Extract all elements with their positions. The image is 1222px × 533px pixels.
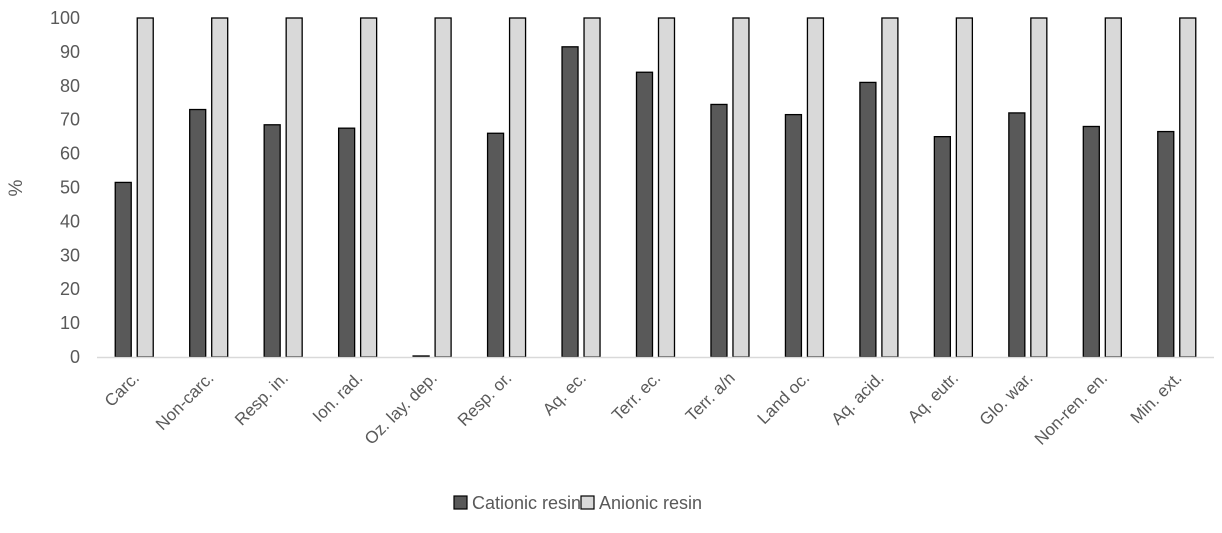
y-tick-label: 40 <box>60 211 80 231</box>
x-tick-label: Resp. or. <box>454 368 516 430</box>
bar-cationic <box>859 81 877 358</box>
x-tick-label: Aq. eutr. <box>904 368 962 426</box>
bar-anionic <box>1104 17 1122 358</box>
bar-anionic <box>136 17 154 358</box>
y-tick-label: 60 <box>60 144 80 164</box>
legend-item-anionic: Anionic resin <box>580 493 702 513</box>
bars <box>114 17 1197 358</box>
bar-anionic <box>1030 17 1048 358</box>
bar-anionic <box>806 17 825 358</box>
legend-swatch <box>453 495 468 510</box>
bar-cationic <box>114 181 132 358</box>
y-tick-label: 70 <box>60 110 80 130</box>
x-tick-label: Non-carc. <box>152 368 218 434</box>
y-tick-label: 30 <box>60 245 80 265</box>
y-axis-ticks: 0 10 20 30 40 50 60 70 80 90 100 <box>50 8 80 367</box>
bar-anionic <box>732 17 750 358</box>
bar-anionic <box>285 17 303 358</box>
bar-anionic <box>955 17 974 358</box>
x-tick-label: Terr. ec. <box>608 368 664 424</box>
bar-cationic <box>784 113 803 358</box>
legend-item-cationic: Cationic resin <box>453 493 581 513</box>
bar-cationic <box>1008 112 1026 358</box>
legend-swatch <box>580 495 595 510</box>
bar-anionic <box>508 17 527 358</box>
bar-cationic <box>486 132 505 358</box>
bar-cationic <box>1082 125 1100 358</box>
y-tick-label: 10 <box>60 313 80 333</box>
y-tick-label: 90 <box>60 42 80 62</box>
y-tick-label: 100 <box>50 8 80 28</box>
legend: Cationic resin Anionic resin <box>453 493 702 513</box>
x-tick-label: Oz. lay. dep. <box>361 368 441 448</box>
y-tick-label: 80 <box>60 76 80 96</box>
bar-cationic <box>710 103 728 358</box>
x-tick-label: Resp. in. <box>231 368 292 429</box>
x-tick-label: Glo. war. <box>976 368 1037 429</box>
x-tick-label: Min. ext. <box>1127 368 1186 427</box>
bar-anionic <box>583 17 601 358</box>
bar-anionic <box>211 17 229 358</box>
bar-anionic <box>881 17 899 358</box>
y-axis-label: % <box>6 179 27 196</box>
legend-label: Cationic resin <box>472 493 581 513</box>
x-tick-label: Ion. rad. <box>309 368 367 426</box>
bar-anionic <box>1179 17 1197 358</box>
bar-cationic <box>337 127 356 358</box>
bar-cationic <box>263 124 281 358</box>
bar-cationic <box>933 135 952 358</box>
x-tick-label: Terr. a/n <box>682 368 739 425</box>
x-tick-label: Aq. acid. <box>828 368 888 428</box>
x-tick-label: Non-ren. en. <box>1031 368 1111 448</box>
bar-anionic <box>359 17 378 358</box>
y-tick-label: 0 <box>70 347 80 367</box>
bar-cationic <box>635 71 654 358</box>
x-tick-label: Land oc. <box>754 368 814 428</box>
y-tick-label: 50 <box>60 178 80 198</box>
bar-anionic <box>434 17 452 358</box>
bar-cationic <box>189 108 207 358</box>
x-tick-label: Aq. ec. <box>539 368 590 419</box>
bar-cationic <box>1157 130 1175 358</box>
bar-anionic <box>657 17 676 358</box>
legend-label: Anionic resin <box>599 493 702 513</box>
x-axis-labels: Carc. Non-carc. Resp. in. Ion. rad.Oz. lay.… <box>101 368 1186 448</box>
y-tick-label: 20 <box>60 279 80 299</box>
bar-cationic <box>561 46 579 358</box>
x-tick-label: Carc. <box>101 368 143 410</box>
y-axis-title: % <box>6 179 27 196</box>
